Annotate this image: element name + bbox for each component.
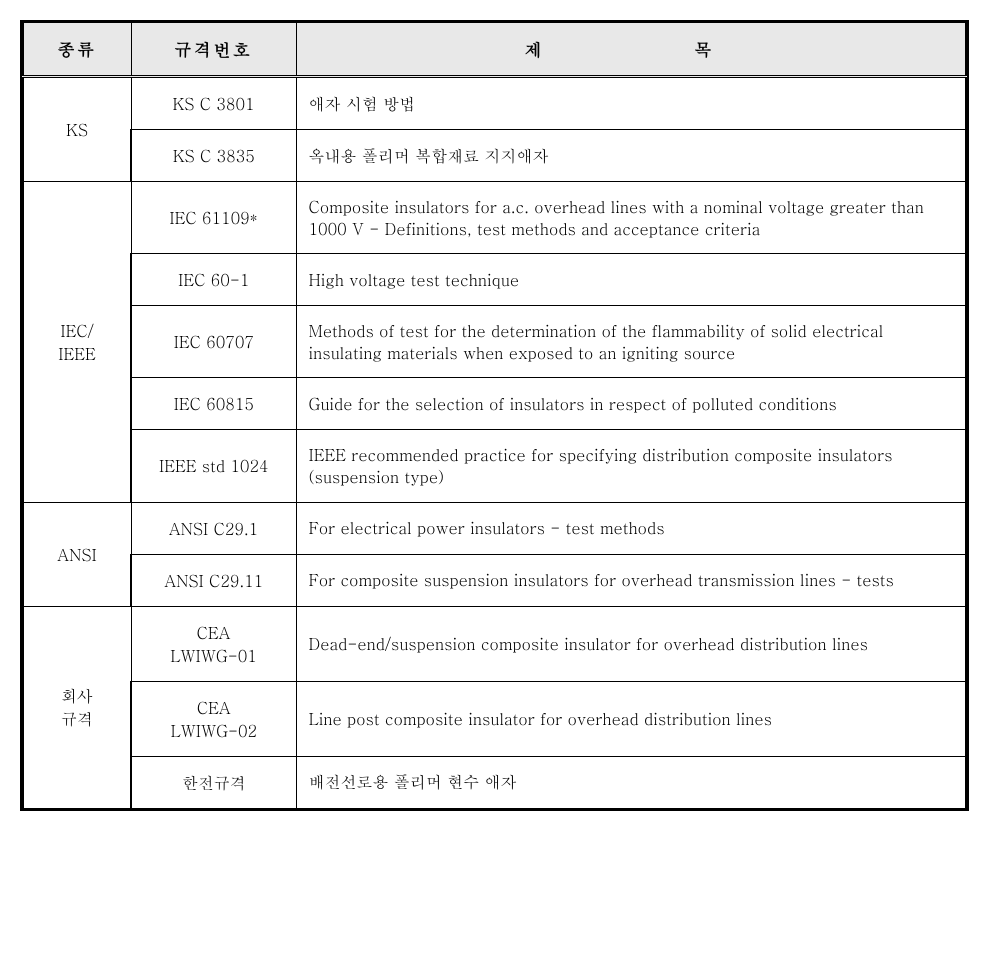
table-row: IEC 60707 Methods of test for the determ… xyxy=(23,306,966,378)
cell-code: KS C 3835 xyxy=(131,130,296,182)
table-row: 회사규격 CEALWIWG-01 Dead-end/suspension com… xyxy=(23,606,966,681)
cell-title: For electrical power insulators - test m… xyxy=(296,502,966,554)
group-label-iec-ieee: IEC/IEEE xyxy=(23,182,131,503)
table-row: IEEE std 1024 IEEE recommended practice … xyxy=(23,430,966,502)
cell-code: IEC 61109* xyxy=(131,182,296,254)
cell-title: Composite insulators for a.c. overhead l… xyxy=(296,182,966,254)
standards-table: 종류 규격번호 제 목 KS KS C 3801 애자 시험 방법 KS C 3… xyxy=(22,22,967,809)
table-row: CEALWIWG-02 Line post composite insulato… xyxy=(23,681,966,756)
cell-title: Guide for the selection of insulators in… xyxy=(296,378,966,430)
cell-title: Dead-end/suspension composite insulator … xyxy=(296,606,966,681)
table-row: ANSI ANSI C29.1 For electrical power ins… xyxy=(23,502,966,554)
group-label-company: 회사규격 xyxy=(23,606,131,808)
table-body: KS KS C 3801 애자 시험 방법 KS C 3835 옥내용 폴리머 … xyxy=(23,77,966,809)
table-row: IEC/IEEE IEC 61109* Composite insulators… xyxy=(23,182,966,254)
cell-title: For composite suspension insulators for … xyxy=(296,554,966,606)
standards-table-container: 종류 규격번호 제 목 KS KS C 3801 애자 시험 방법 KS C 3… xyxy=(20,20,969,811)
cell-title: 배전선로용 폴리머 현수 애자 xyxy=(296,756,966,808)
cell-code: IEC 60-1 xyxy=(131,254,296,306)
table-row: IEC 60-1 High voltage test technique xyxy=(23,254,966,306)
group-label-ansi: ANSI xyxy=(23,502,131,606)
cell-title: 애자 시험 방법 xyxy=(296,77,966,130)
cell-title: High voltage test technique xyxy=(296,254,966,306)
table-row: KS C 3835 옥내용 폴리머 복합재료 지지애자 xyxy=(23,130,966,182)
cell-title: Line post composite insulator for overhe… xyxy=(296,681,966,756)
cell-code: KS C 3801 xyxy=(131,77,296,130)
table-row: IEC 60815 Guide for the selection of ins… xyxy=(23,378,966,430)
cell-code: IEEE std 1024 xyxy=(131,430,296,502)
cell-code: 한전규격 xyxy=(131,756,296,808)
cell-code: IEC 60707 xyxy=(131,306,296,378)
group-label-ks: KS xyxy=(23,77,131,182)
cell-code: ANSI C29.11 xyxy=(131,554,296,606)
table-row: 한전규격 배전선로용 폴리머 현수 애자 xyxy=(23,756,966,808)
cell-title: 옥내용 폴리머 복합재료 지지애자 xyxy=(296,130,966,182)
table-row: ANSI C29.11 For composite suspension ins… xyxy=(23,554,966,606)
table-row: KS KS C 3801 애자 시험 방법 xyxy=(23,77,966,130)
header-code: 규격번호 xyxy=(131,23,296,77)
cell-title: Methods of test for the determination of… xyxy=(296,306,966,378)
cell-code: CEALWIWG-02 xyxy=(131,681,296,756)
cell-code: ANSI C29.1 xyxy=(131,502,296,554)
cell-title: IEEE recommended practice for specifying… xyxy=(296,430,966,502)
header-title: 제 목 xyxy=(296,23,966,77)
cell-code: IEC 60815 xyxy=(131,378,296,430)
header-type: 종류 xyxy=(23,23,131,77)
table-header-row: 종류 규격번호 제 목 xyxy=(23,23,966,77)
cell-code: CEALWIWG-01 xyxy=(131,606,296,681)
